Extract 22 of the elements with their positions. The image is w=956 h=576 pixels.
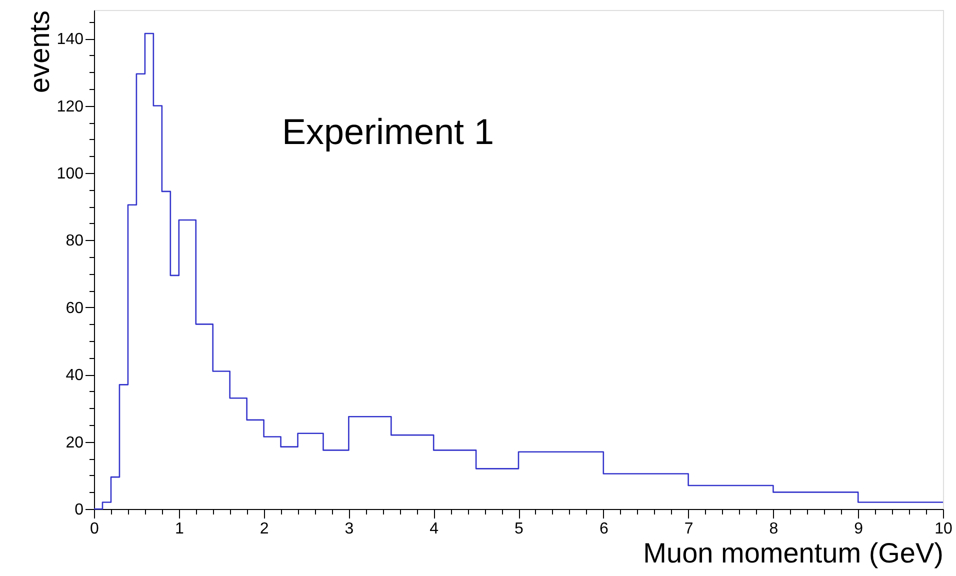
y-tick-label: 140 xyxy=(56,31,84,48)
x-tick-label: 2 xyxy=(260,520,269,538)
y-axis-title: events xyxy=(24,10,55,93)
y-tick-label: 40 xyxy=(66,367,84,384)
annotation: Experiment 1 xyxy=(282,111,494,152)
x-tick-label: 9 xyxy=(854,520,864,538)
x-tick-label: 3 xyxy=(344,520,354,538)
x-tick-label: 5 xyxy=(514,520,524,538)
y-tick-label: 60 xyxy=(66,300,84,317)
y-tick-label: 0 xyxy=(74,502,84,518)
y-tick-label: 20 xyxy=(66,434,84,452)
x-tick-label: 0 xyxy=(90,520,100,538)
x-tick-label: 8 xyxy=(769,520,778,538)
x-tick-label: 1 xyxy=(174,520,184,538)
y-tick-label: 80 xyxy=(66,232,84,250)
y-tick-label: 100 xyxy=(56,165,84,182)
x-tick-label: 7 xyxy=(684,520,694,538)
y-tick-label: 120 xyxy=(56,98,84,116)
x-axis-title: Muon momentum (GeV) xyxy=(643,538,944,568)
x-tick-label: 4 xyxy=(430,520,439,538)
x-tick-label: 10 xyxy=(934,520,952,538)
x-tick-label: 6 xyxy=(599,520,608,538)
